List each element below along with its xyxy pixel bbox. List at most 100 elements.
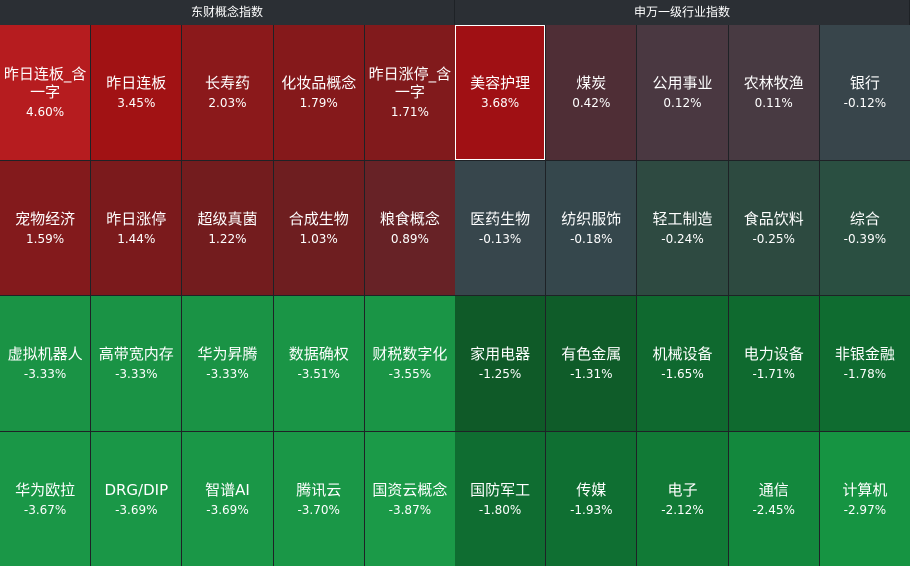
tile[interactable]: 通信 -2.45% bbox=[728, 431, 819, 566]
tile[interactable]: 宠物经济 1.59% bbox=[0, 160, 91, 295]
tile[interactable]: 非银金融 -1.78% bbox=[819, 296, 910, 431]
tile-change: -3.33% bbox=[115, 367, 158, 382]
tile-change: -0.24% bbox=[661, 231, 704, 246]
tile[interactable]: 电子 -2.12% bbox=[637, 431, 728, 566]
tile-change: -0.39% bbox=[843, 231, 887, 246]
tile-change: -1.65% bbox=[661, 367, 704, 382]
tile-name: 家用电器 bbox=[470, 345, 531, 364]
tile-change: 0.11% bbox=[754, 96, 793, 111]
tile-name: 华为昇腾 bbox=[197, 345, 258, 364]
tile-name: 粮食概念 bbox=[379, 209, 440, 228]
tile-change: -1.31% bbox=[570, 367, 613, 382]
tile[interactable]: 华为欧拉 -3.67% bbox=[0, 431, 91, 566]
tile-name: 综合 bbox=[849, 209, 880, 228]
tile-change: -2.12% bbox=[661, 502, 704, 517]
tile-name: 机械设备 bbox=[652, 345, 713, 364]
tile[interactable]: 高带宽内存 -3.33% bbox=[91, 296, 182, 431]
tile-name: 农林牧渔 bbox=[743, 74, 804, 93]
tile[interactable]: 美容护理 3.68% bbox=[455, 25, 546, 160]
tile[interactable]: 虚拟机器人 -3.33% bbox=[0, 296, 91, 431]
tile-name: 智谱AI bbox=[205, 480, 250, 499]
tile[interactable]: 传媒 -1.93% bbox=[546, 431, 637, 566]
tile-name: 国防军工 bbox=[470, 480, 531, 499]
tile[interactable]: 昨日涨停 1.44% bbox=[91, 160, 182, 295]
tile-name: 昨日连板 bbox=[106, 74, 167, 93]
panel-title: 东财概念指数 bbox=[0, 0, 455, 25]
tile-change: 3.68% bbox=[481, 96, 520, 111]
panel: 东财概念指数 昨日连板_含一字 4.60% 昨日连板 3.45% 长寿药 2.03% 化妆品概… bbox=[0, 0, 455, 566]
tile[interactable]: 国防军工 -1.80% bbox=[455, 431, 546, 566]
tile-name: 纺织服饰 bbox=[561, 209, 622, 228]
tile[interactable]: 轻工制造 -0.24% bbox=[637, 160, 728, 295]
tile[interactable]: 国资云概念 -3.87% bbox=[364, 431, 455, 566]
tile[interactable]: 腾讯云 -3.70% bbox=[273, 431, 364, 566]
tile-change: -3.87% bbox=[388, 502, 432, 517]
tile-change: -1.80% bbox=[478, 502, 522, 517]
tile-change: 1.22% bbox=[208, 231, 247, 246]
tile[interactable]: 综合 -0.39% bbox=[819, 160, 910, 295]
tile-name: DRG/DIP bbox=[104, 480, 169, 499]
tile[interactable]: 财税数字化 -3.55% bbox=[364, 296, 455, 431]
tile-change: -3.67% bbox=[23, 502, 67, 517]
tile-change: 1.79% bbox=[299, 96, 338, 111]
tile-name: 华为欧拉 bbox=[15, 480, 76, 499]
tile-change: 3.45% bbox=[117, 96, 156, 111]
tile-name: 昨日涨停_含一字 bbox=[368, 65, 452, 102]
tile-name: 财税数字化 bbox=[372, 345, 448, 364]
panel: 申万一级行业指数 美容护理 3.68% 煤炭 0.42% 公用事业 0.12% 农林牧渔 0.1… bbox=[455, 0, 910, 566]
tile[interactable]: DRG/DIP -3.69% bbox=[91, 431, 182, 566]
tile-grid: 昨日连板_含一字 4.60% 昨日连板 3.45% 长寿药 2.03% 化妆品概念 1.79%… bbox=[0, 25, 455, 566]
tile[interactable]: 昨日涨停_含一字 1.71% bbox=[364, 25, 455, 160]
tile[interactable]: 粮食概念 0.89% bbox=[364, 160, 455, 295]
tile[interactable]: 数据确权 -3.51% bbox=[273, 296, 364, 431]
tile-change: -2.97% bbox=[843, 502, 887, 517]
tile[interactable]: 智谱AI -3.69% bbox=[182, 431, 273, 566]
tile[interactable]: 化妆品概念 1.79% bbox=[273, 25, 364, 160]
tile-name: 电力设备 bbox=[743, 345, 804, 364]
tile-name: 食品饮料 bbox=[743, 209, 804, 228]
tile-change: -3.70% bbox=[297, 502, 340, 517]
tile-name: 昨日连板_含一字 bbox=[3, 65, 87, 102]
tile-name: 非银金融 bbox=[834, 345, 895, 364]
tile[interactable]: 华为昇腾 -3.33% bbox=[182, 296, 273, 431]
tile[interactable]: 电力设备 -1.71% bbox=[728, 296, 819, 431]
tile[interactable]: 计算机 -2.97% bbox=[819, 431, 910, 566]
tile[interactable]: 银行 -0.12% bbox=[819, 25, 910, 160]
tile-change: 2.03% bbox=[208, 96, 247, 111]
tile-change: -0.12% bbox=[843, 96, 887, 111]
tile-change: -3.69% bbox=[115, 502, 158, 517]
tile[interactable]: 超级真菌 1.22% bbox=[182, 160, 273, 295]
tile[interactable]: 公用事业 0.12% bbox=[637, 25, 728, 160]
tile[interactable]: 机械设备 -1.65% bbox=[637, 296, 728, 431]
tile[interactable]: 医药生物 -0.13% bbox=[455, 160, 546, 295]
tile-name: 超级真菌 bbox=[197, 209, 258, 228]
tile[interactable]: 合成生物 1.03% bbox=[273, 160, 364, 295]
tile-name: 公用事业 bbox=[652, 74, 713, 93]
tile-change: 1.44% bbox=[117, 231, 156, 246]
tile[interactable]: 有色金属 -1.31% bbox=[546, 296, 637, 431]
tile[interactable]: 食品饮料 -0.25% bbox=[728, 160, 819, 295]
tile-change: -1.25% bbox=[478, 367, 522, 382]
tile[interactable]: 长寿药 2.03% bbox=[182, 25, 273, 160]
tile-name: 长寿药 bbox=[204, 74, 250, 93]
tile[interactable]: 昨日连板 3.45% bbox=[91, 25, 182, 160]
tile-grid: 美容护理 3.68% 煤炭 0.42% 公用事业 0.12% 农林牧渔 0.11% 银行 -0.1… bbox=[455, 25, 910, 566]
tile-change: -0.13% bbox=[478, 231, 522, 246]
tile-change: -3.33% bbox=[206, 367, 249, 382]
tile-change: -3.51% bbox=[297, 367, 340, 382]
tile-name: 传媒 bbox=[576, 480, 607, 499]
tile-change: -3.55% bbox=[388, 367, 432, 382]
tile-name: 高带宽内存 bbox=[98, 345, 174, 364]
tile[interactable]: 煤炭 0.42% bbox=[546, 25, 637, 160]
tile[interactable]: 家用电器 -1.25% bbox=[455, 296, 546, 431]
tile-name: 电子 bbox=[667, 480, 698, 499]
tile-change: -2.45% bbox=[752, 502, 795, 517]
tile-name: 轻工制造 bbox=[652, 209, 713, 228]
tile-change: 0.42% bbox=[572, 96, 611, 111]
tile-name: 数据确权 bbox=[288, 345, 349, 364]
tile[interactable]: 农林牧渔 0.11% bbox=[728, 25, 819, 160]
tile[interactable]: 昨日连板_含一字 4.60% bbox=[0, 25, 91, 160]
tile-name: 通信 bbox=[758, 480, 789, 499]
tile[interactable]: 纺织服饰 -0.18% bbox=[546, 160, 637, 295]
